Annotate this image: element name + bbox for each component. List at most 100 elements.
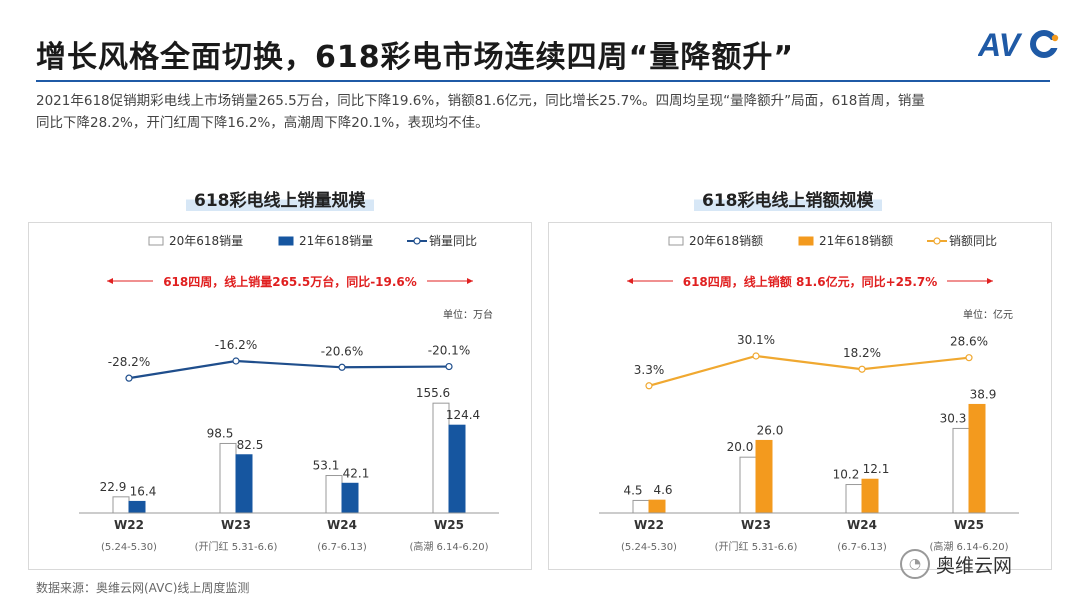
data-source: 数据来源：奥维云网(AVC)线上周度监测 bbox=[36, 581, 250, 595]
avc-logo: AV bbox=[978, 27, 1060, 63]
yoy-label-3: 28.6% bbox=[950, 335, 988, 349]
wechat-brand-name: 奥维云网 bbox=[936, 554, 1013, 577]
yoy-line bbox=[648, 354, 970, 387]
unit-label: 单位：万台 bbox=[443, 308, 493, 321]
bar-label-1-0: 4.6 bbox=[653, 483, 672, 497]
yoy-point-3 bbox=[445, 362, 453, 371]
bar-0-3 bbox=[952, 427, 970, 514]
legend-swatch-1 bbox=[798, 236, 814, 246]
bar-1-1 bbox=[235, 454, 253, 514]
category-sub-label-3: (高潮 6.14-6.20) bbox=[929, 540, 1008, 553]
bar-0-1 bbox=[219, 442, 237, 514]
legend-label-0: 20年618销额 bbox=[689, 234, 763, 248]
category-label-1: W23 bbox=[221, 518, 251, 532]
bar-label-1-1: 26.0 bbox=[757, 423, 784, 437]
chart-panel-volume: 20年618销量 21年618销量 销量同比 618四周，线上销量265.5万台，同比… bbox=[28, 222, 532, 570]
bar-label-0-3: 155.6 bbox=[416, 386, 450, 400]
bar-label-0-0: 4.5 bbox=[623, 483, 642, 497]
bar-0-0 bbox=[112, 496, 130, 514]
bar-label-0-2: 10.2 bbox=[833, 468, 860, 482]
bar-1-0 bbox=[648, 499, 666, 514]
legend-label-1: 21年618销额 bbox=[819, 234, 893, 248]
chart-title-volume: 618彩电线上销量规模 bbox=[186, 186, 374, 211]
yoy-point-1 bbox=[752, 352, 760, 360]
wechat-icon: ◔ bbox=[900, 549, 930, 579]
wechat-brand: ◔ 奥维云网 bbox=[900, 548, 1060, 580]
legend-swatch-0 bbox=[668, 236, 684, 246]
chart-annotation: 618四周，线上销额 81.6亿元，同比+25.7% bbox=[683, 274, 938, 289]
bar-label-0-2: 53.1 bbox=[313, 459, 340, 473]
legend-marker-2 bbox=[933, 237, 941, 245]
bar-label-1-1: 82.5 bbox=[237, 438, 264, 452]
category-sub-label-1: (开门红 5.31-6.6) bbox=[715, 540, 798, 553]
legend-label-1: 21年618销量 bbox=[299, 234, 373, 248]
annotation-arrowhead-left bbox=[107, 278, 113, 284]
category-label-0: W22 bbox=[634, 518, 664, 532]
bar-label-1-2: 42.1 bbox=[343, 466, 370, 480]
yoy-point-0 bbox=[125, 374, 133, 382]
category-sub-label-0: (5.24-5.30) bbox=[621, 542, 677, 553]
yoy-point-3 bbox=[965, 354, 973, 362]
bar-label-0-1: 20.0 bbox=[727, 440, 754, 454]
yoy-label-2: 18.2% bbox=[843, 346, 881, 360]
annotation-arrowhead-right bbox=[987, 278, 993, 284]
category-sub-label-1: (开门红 5.31-6.6) bbox=[195, 540, 278, 553]
bar-1-3 bbox=[448, 424, 466, 514]
yoy-point-2 bbox=[858, 365, 866, 373]
bar-label-1-3: 38.9 bbox=[970, 387, 997, 401]
legend-swatch-0 bbox=[148, 236, 164, 246]
bar-0-0 bbox=[632, 499, 650, 514]
category-sub-label-3: (高潮 6.14-6.20) bbox=[409, 540, 488, 553]
yoy-label-0: -28.2% bbox=[108, 355, 150, 369]
chart-title-revenue: 618彩电线上销额规模 bbox=[694, 186, 882, 211]
category-sub-label-2: (6.7-6.13) bbox=[837, 542, 887, 553]
bar-0-1 bbox=[739, 456, 757, 514]
bar-1-0 bbox=[128, 500, 146, 514]
yoy-label-3: -20.1% bbox=[428, 344, 470, 358]
category-label-0: W22 bbox=[114, 518, 144, 532]
bar-1-2 bbox=[341, 482, 359, 514]
legend-label-2: 销额同比 bbox=[949, 234, 997, 248]
category-sub-label-0: (5.24-5.30) bbox=[101, 542, 157, 553]
bar-0-2 bbox=[325, 475, 343, 514]
category-label-3: W25 bbox=[434, 518, 464, 532]
svg-text:AV: AV bbox=[978, 27, 1023, 63]
legend-label-2: 销量同比 bbox=[429, 234, 477, 248]
summary-line-1: 2021年618促销期彩电线上市场销量265.5万台，同比下降19.6%，销额8… bbox=[36, 93, 925, 109]
yoy-label-0: 3.3% bbox=[634, 363, 665, 377]
category-label-2: W24 bbox=[327, 518, 357, 532]
bar-label-1-3: 124.4 bbox=[446, 408, 480, 422]
annotation-arrowhead-left bbox=[627, 278, 633, 284]
bar-label-0-1: 98.5 bbox=[207, 426, 234, 440]
category-label-1: W23 bbox=[741, 518, 771, 532]
bar-label-1-0: 16.4 bbox=[130, 484, 157, 498]
chart-panel-revenue: 20年618销额 21年618销额 销额同比 618四周，线上销额 81.6亿元，同比… bbox=[548, 222, 1052, 570]
chart-annotation: 618四周，线上销量265.5万台，同比-19.6% bbox=[163, 274, 417, 289]
bar-label-1-2: 12.1 bbox=[863, 462, 890, 476]
legend-marker-2 bbox=[413, 237, 421, 245]
summary-text: 2021年618促销期彩电线上市场销量265.5万台，同比下降19.6%，销额8… bbox=[36, 90, 1046, 134]
category-label-3: W25 bbox=[954, 518, 984, 532]
legend-label-0: 20年618销量 bbox=[169, 234, 243, 248]
bar-1-2 bbox=[861, 478, 879, 514]
yoy-point-1 bbox=[232, 357, 240, 365]
title-divider bbox=[36, 80, 1050, 82]
yoy-label-2: -20.6% bbox=[321, 344, 363, 358]
volume-chart: 20年618销量 21年618销量 销量同比 618四周，线上销量265.5万台，同比… bbox=[79, 234, 499, 553]
annotation-arrowhead-right bbox=[467, 278, 473, 284]
yoy-point-0 bbox=[645, 382, 653, 390]
bar-label-0-3: 30.3 bbox=[940, 411, 967, 425]
bar-0-2 bbox=[845, 484, 863, 514]
page-title: 增长风格全面切换，618彩电市场连续四周“量降额升” bbox=[36, 40, 795, 75]
revenue-chart: 20年618销额 21年618销额 销额同比 618四周，线上销额 81.6亿元，同比… bbox=[599, 234, 1019, 553]
legend-swatch-1 bbox=[278, 236, 294, 246]
bar-1-1 bbox=[755, 439, 773, 514]
yoy-line bbox=[128, 359, 450, 380]
bar-1-3 bbox=[968, 403, 986, 514]
category-sub-label-2: (6.7-6.13) bbox=[317, 542, 367, 553]
unit-label: 单位：亿元 bbox=[963, 308, 1013, 321]
yoy-label-1: -16.2% bbox=[215, 338, 257, 352]
yoy-label-1: 30.1% bbox=[737, 333, 775, 347]
summary-line-2: 同比下降28.2%，开门红周下降16.2%，高潮周下降20.1%，表现均不佳。 bbox=[36, 115, 489, 131]
yoy-point-2 bbox=[338, 363, 346, 371]
